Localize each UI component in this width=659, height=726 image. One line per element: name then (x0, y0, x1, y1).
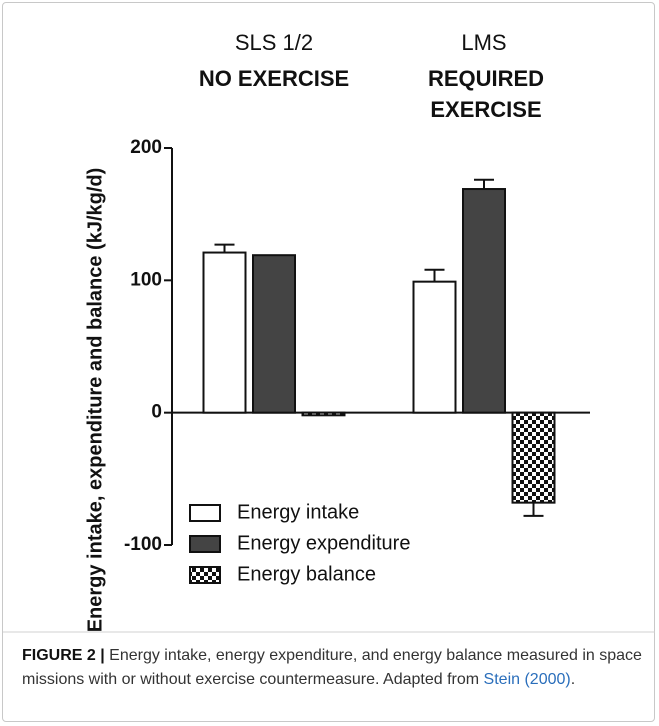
caption-label: FIGURE 2 | (22, 647, 105, 664)
bar (412, 280, 457, 414)
bar (511, 411, 556, 504)
group-title: SLS 1/2 (235, 30, 313, 55)
legend-label: Energy intake (237, 501, 359, 523)
legend-swatch (189, 504, 221, 522)
group-subtitle: NO EXERCISE (199, 66, 349, 91)
group-subtitle: REQUIRED (428, 66, 544, 91)
legend-label: Energy balance (237, 563, 376, 585)
legend-label: Energy expenditure (237, 532, 410, 554)
y-tick-label: -100 (124, 534, 162, 555)
bar (301, 411, 346, 417)
caption-link: Stein (2000) (483, 671, 571, 688)
y-axis-label: Energy intake, expenditure and balance (… (84, 168, 106, 633)
bar (252, 254, 296, 414)
bar (202, 251, 247, 414)
caption-text: Energy intake, energy expenditure, and e… (22, 647, 642, 688)
y-tick-label: 200 (130, 137, 162, 158)
legend-swatch (189, 535, 221, 553)
y-tick-label: 0 (151, 402, 162, 423)
chart: Energy intake, expenditure and balance (… (3, 30, 655, 633)
caption-tail: . (570, 671, 576, 688)
group-title: LMS (461, 30, 506, 55)
caption: FIGURE 2 | Energy intake, energy expendi… (22, 644, 642, 692)
legend-swatch (189, 566, 221, 584)
group-subtitle: EXERCISE (430, 97, 541, 122)
bar (462, 188, 506, 414)
y-tick-label: 100 (130, 269, 162, 290)
